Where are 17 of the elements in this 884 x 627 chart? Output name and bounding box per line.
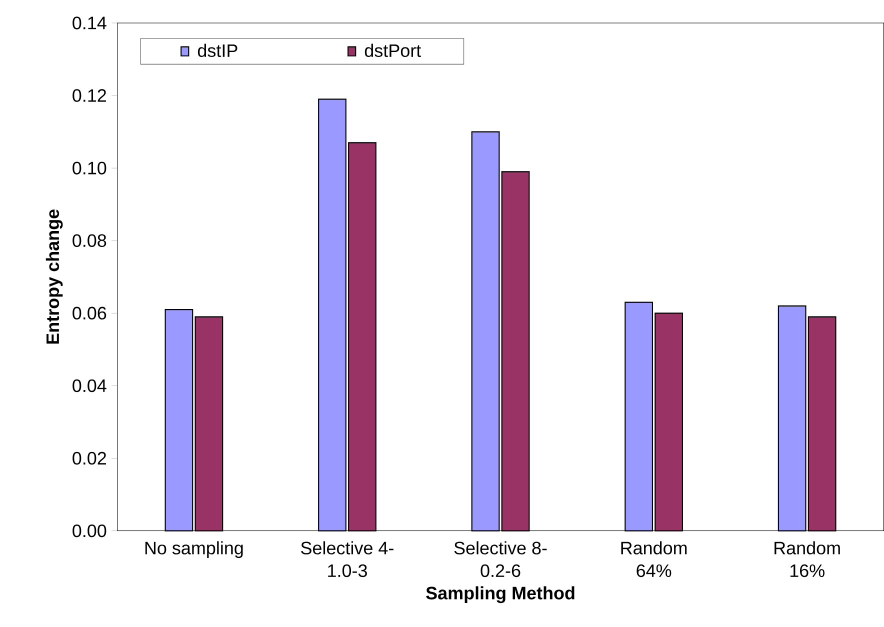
legend-label: dstPort — [364, 44, 422, 58]
x-tick-label: Random 64% — [621, 541, 687, 578]
x-tick-label: Selective 4- 1.0-3 — [301, 541, 394, 578]
y-tick-label: 0.00 — [72, 524, 106, 538]
x-tick-label: Selective 8- 0.2-6 — [454, 541, 547, 578]
x-tick-label: Random 16% — [774, 541, 840, 578]
y-tick-label: 0.04 — [72, 379, 106, 392]
y-axis-title: Entropy change — [46, 210, 63, 344]
y-tick-label: 0.06 — [72, 306, 106, 320]
y-tick-label: 0.12 — [72, 89, 106, 102]
legend-label: dstIP — [198, 44, 238, 58]
y-tick-label: 0.02 — [72, 452, 106, 465]
y-tick-label: 0.08 — [72, 234, 106, 248]
y-tick-label: 0.10 — [72, 162, 106, 175]
x-axis-title: Sampling Method — [426, 586, 574, 604]
y-tick-label: 0.14 — [72, 16, 106, 30]
x-tick-label: No sampling — [145, 541, 243, 558]
